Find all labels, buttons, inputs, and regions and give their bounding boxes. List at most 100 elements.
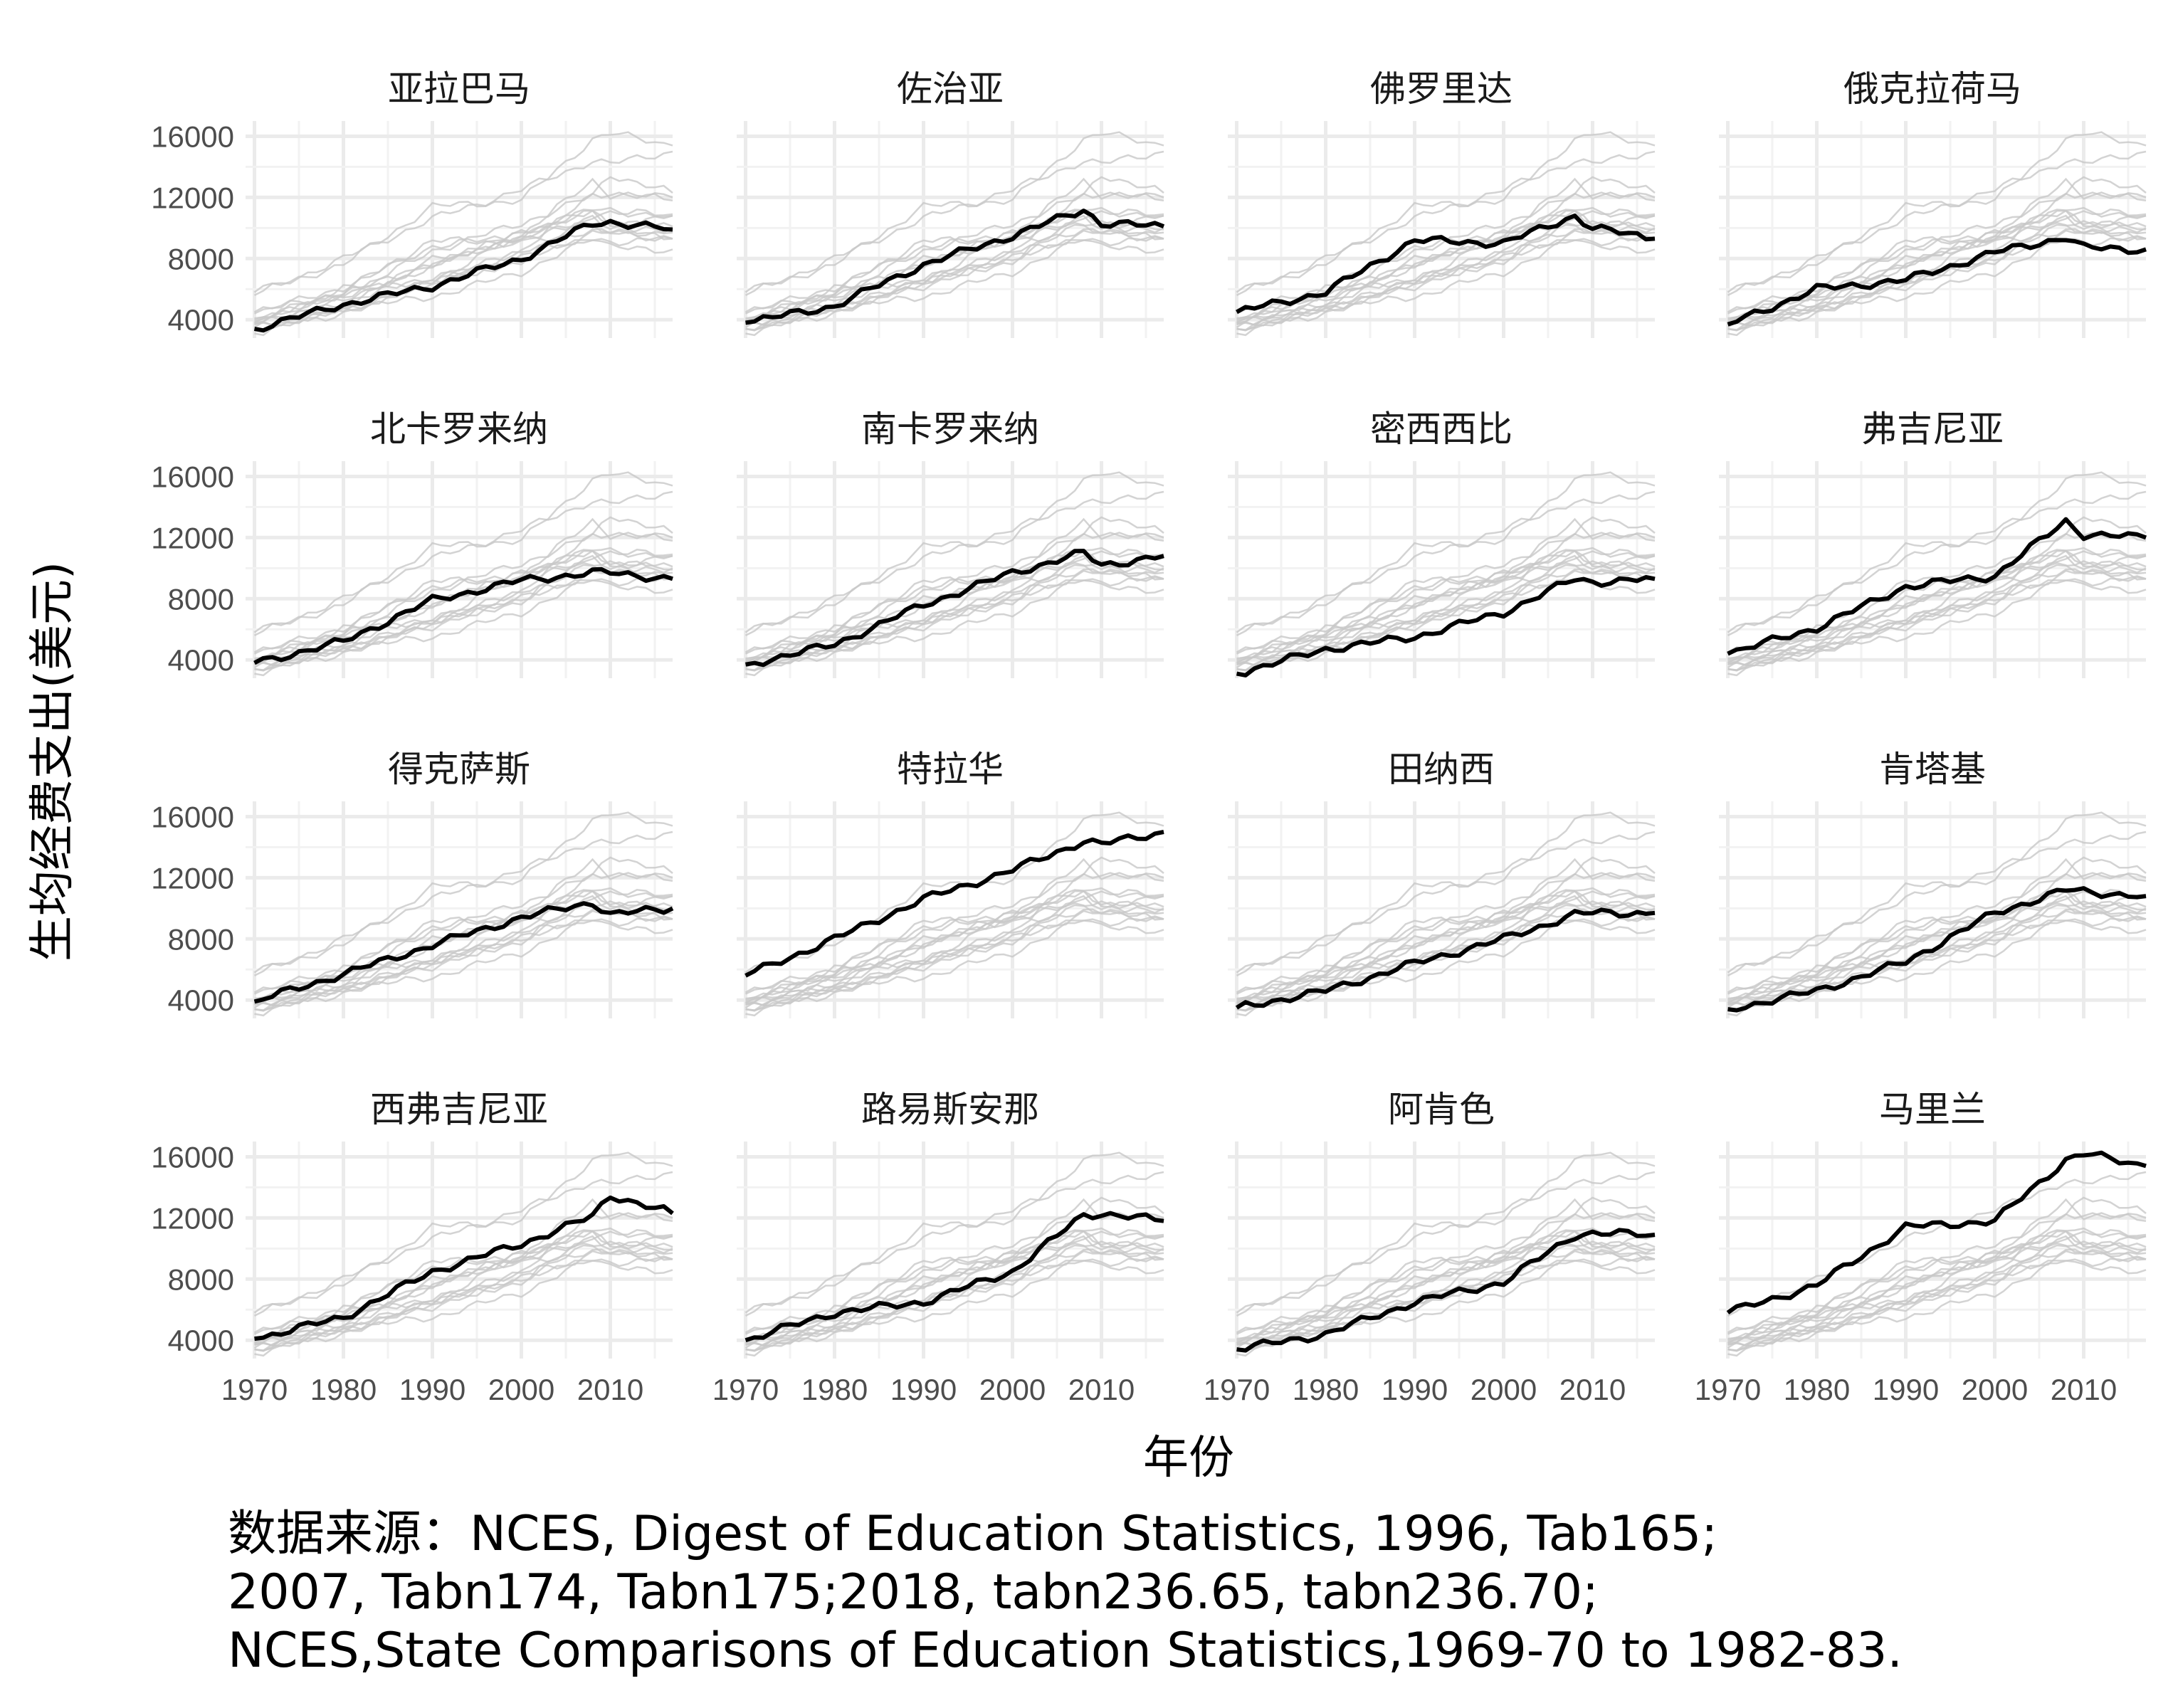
background-series-line (254, 889, 673, 1011)
background-series-line (1727, 1240, 2147, 1352)
background-series-line (745, 1196, 1164, 1340)
facet-title: 得克萨斯 (388, 749, 530, 790)
x-tick-label: 2000 (488, 1373, 554, 1406)
background-series-line (1727, 206, 2147, 331)
background-series-line (745, 239, 1164, 325)
y-tick-label: 8000 (168, 242, 234, 275)
facet-title: 俄克拉荷马 (1843, 68, 2021, 110)
background-series-line (1236, 919, 1656, 1006)
background-series-line (1236, 579, 1656, 665)
background-series-line (1236, 490, 1656, 637)
background-series-line (1727, 1256, 2147, 1357)
background-series-line (745, 1198, 1164, 1335)
background-series-line (1727, 831, 2147, 977)
background-series-line (1236, 1240, 1656, 1352)
background-series-line (253, 1171, 673, 1317)
panel: 肯塔基 (1719, 749, 2147, 1018)
background-series-line (254, 560, 673, 672)
background-series-line (1236, 236, 1656, 337)
x-tick-label: 1970 (1204, 1373, 1270, 1406)
background-series-line (745, 579, 1164, 665)
background-series-line (254, 900, 673, 1012)
x-tick-label: 2010 (1068, 1373, 1135, 1406)
background-series-line (1727, 919, 2147, 1006)
background-series-line (1727, 220, 2147, 332)
x-tick-label: 1970 (221, 1373, 288, 1406)
panel: 佐治亚 (737, 68, 1165, 338)
background-series-line (1727, 532, 2147, 661)
background-series-line (1727, 1227, 2147, 1351)
background-series-line (745, 532, 1164, 661)
background-series-line (745, 576, 1164, 677)
background-series-line (1727, 549, 2147, 671)
y-tick-label: 4000 (168, 984, 234, 1017)
background-series-line (745, 490, 1164, 637)
highlight-series-line (745, 830, 1164, 978)
y-tick-label: 12000 (151, 521, 234, 554)
x-tick-label: 1980 (1293, 1373, 1359, 1406)
panel: 南卡罗来纳 (737, 408, 1164, 678)
background-series-line (1236, 221, 1656, 322)
background-series-line (254, 176, 673, 320)
background-series-line (745, 858, 1164, 995)
background-series-line (1727, 1242, 2147, 1343)
x-tick-label: 2000 (979, 1373, 1046, 1406)
x-tick-label: 2010 (577, 1373, 643, 1406)
background-series-line (254, 516, 673, 660)
background-series-line (1236, 560, 1656, 672)
background-series-line (745, 516, 1164, 660)
background-series-line (745, 560, 1164, 672)
background-series-line (1727, 150, 2147, 297)
x-tick-label: 1980 (310, 1373, 377, 1406)
panel: 弗吉尼亚 (1719, 408, 2147, 678)
panel: 北卡罗来纳 4000 8000 12000 16000 (151, 408, 673, 678)
panel: 阿肯色 (1228, 1089, 1656, 1359)
background-series-line (745, 811, 1164, 974)
background-series-line (253, 811, 673, 974)
background-series-line (254, 191, 673, 321)
background-series-line (254, 549, 673, 671)
background-series-line (254, 1256, 673, 1357)
background-series-line (745, 131, 1164, 293)
highlight-series-line (745, 209, 1165, 325)
highlight-series-line (253, 566, 673, 665)
y-tick-label: 16000 (151, 120, 234, 153)
x-tick-label: 1990 (890, 1373, 957, 1406)
background-series-line (1727, 547, 2147, 671)
background-series-line (253, 131, 673, 293)
background-series-line (745, 900, 1164, 1012)
panel: 特拉华 (737, 749, 1164, 1018)
panel: 俄克拉荷马 (1719, 68, 2147, 338)
x-tick-label: 1980 (1784, 1373, 1850, 1406)
x-tick-label: 2000 (1962, 1373, 2028, 1406)
facet-title: 肯塔基 (1879, 749, 1986, 790)
background-series-line (1236, 858, 1656, 995)
background-series-line (745, 1260, 1164, 1346)
background-series-line (1727, 131, 2147, 293)
highlight-series-line (253, 901, 674, 1004)
background-series-line (254, 576, 673, 677)
background-series-line (745, 176, 1164, 320)
background-series-line (745, 1256, 1164, 1357)
background-series-line (1236, 549, 1656, 671)
background-series-line (1236, 209, 1656, 331)
facet-title: 佛罗里达 (1370, 68, 1512, 110)
background-series-line (254, 872, 673, 1001)
background-series-line (253, 831, 673, 977)
background-series-line (1727, 889, 2147, 1011)
background-series-line (1727, 1196, 2147, 1340)
background-series-line (1727, 176, 2147, 320)
background-series-line (745, 872, 1164, 1001)
y-tick-label: 4000 (168, 1324, 234, 1357)
background-series-line (745, 191, 1164, 321)
background-series-line (745, 177, 1164, 315)
background-series-line (1236, 831, 1656, 977)
background-series-line (745, 1171, 1164, 1317)
background-series-line (1236, 206, 1656, 331)
background-series-line (253, 858, 673, 995)
background-series-line (1727, 1198, 2147, 1335)
x-tick-label: 1990 (1382, 1373, 1448, 1406)
facet-title: 密西西比 (1370, 408, 1512, 450)
background-series-line (1236, 517, 1656, 655)
background-series-line (1727, 490, 2147, 637)
